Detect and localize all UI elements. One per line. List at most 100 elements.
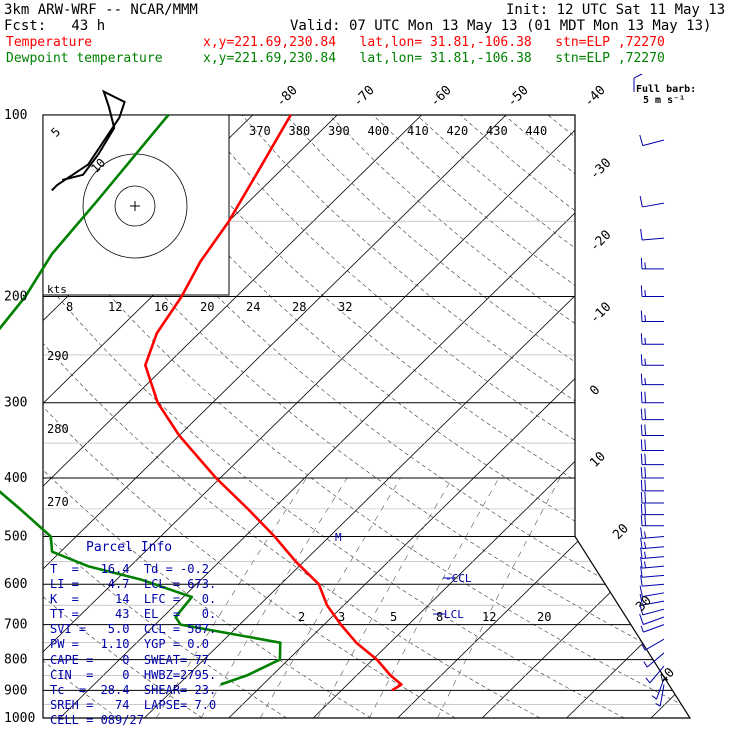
barb-staff — [642, 556, 665, 560]
temperature-line — [144, 114, 403, 692]
barb-staff — [642, 237, 665, 241]
model-title: 3km ARW-WRF -- NCAR/MMM — [4, 2, 198, 18]
barb-staff — [643, 624, 665, 633]
parcel-row-k: K = 14 LFC = 0. — [50, 592, 217, 606]
mixing-ratio-label: 12 — [482, 610, 496, 624]
barb-staff — [642, 592, 665, 598]
barb-feather — [640, 491, 643, 504]
isotherm-line — [43, 115, 591, 718]
parcel-row-li: LI = 4.7 LCL = 673. — [50, 577, 217, 591]
wind-barb — [640, 424, 664, 436]
barb-feather — [640, 514, 643, 526]
wind-barb — [641, 638, 665, 651]
isotherm-line — [43, 115, 422, 718]
barb-feather — [640, 257, 643, 269]
speed-tick-label: 16 — [154, 300, 168, 314]
dry-adiabat — [197, 115, 690, 718]
isotherm-label: 40 — [656, 665, 678, 687]
wind-barb — [640, 408, 664, 421]
parcel-row-cell: CELL = 089/27 — [50, 713, 144, 727]
barb-feather — [640, 391, 643, 403]
pressure-tick-label: 100 — [4, 108, 27, 123]
parcel-row-sreh: SREH = 74 LAPSE= 7.0 — [50, 698, 217, 712]
wind-barb — [639, 613, 665, 625]
barb-feather — [644, 289, 647, 297]
dry-adiabat — [591, 115, 690, 718]
barb-feather — [640, 424, 643, 436]
speed-tick-label: 12 — [108, 300, 122, 314]
wind-barb — [640, 467, 664, 479]
wind-barb — [640, 228, 665, 241]
dry-adiabat — [372, 115, 690, 718]
barb-feather — [640, 537, 643, 549]
pressure-tick-label: 900 — [4, 683, 27, 698]
wind-barb — [639, 195, 665, 208]
dry-adiabat — [285, 115, 690, 718]
marker-m: M — [335, 531, 342, 544]
parcel-row-cape: CAPE = 0 SWEAT= 77 — [50, 653, 209, 667]
hodograph-trace — [51, 89, 126, 192]
dewpoint-location: x,y=221.69,230.84 lat,lon= 31.81,-106.38… — [203, 51, 665, 66]
barb-feather — [640, 557, 643, 569]
barb-feather — [644, 424, 647, 436]
speed-tick-label: 32 — [338, 300, 352, 314]
wind-barb — [640, 439, 664, 451]
theta-label: 400 — [368, 124, 390, 138]
wind-barb — [640, 537, 665, 550]
wind-barb — [640, 527, 665, 539]
barb-feather — [640, 503, 643, 515]
barb-staff — [644, 638, 665, 651]
barb-staff — [659, 684, 665, 707]
barb-staff — [642, 608, 665, 616]
barb-feather — [640, 439, 643, 451]
parcel-info-box: Parcel Info T = 16.4 Td = -0.2 LI = 4.7 … — [44, 538, 233, 728]
isotherm-label: -50 — [505, 83, 532, 110]
wind-barb — [640, 575, 665, 587]
barb-staff — [646, 652, 665, 668]
dry-adiabat — [416, 115, 690, 718]
barb-staff — [642, 546, 665, 550]
isotherm-label: -10 — [587, 300, 614, 327]
wind-barb — [640, 285, 664, 298]
init-time: Init: 12 UTC Sat 11 May 13 — [506, 2, 726, 18]
isotherm-label: -30 — [587, 156, 614, 183]
wind-barb — [640, 354, 664, 366]
barb-feather — [655, 702, 661, 707]
dewpoint-line — [0, 114, 282, 686]
barb-feather — [639, 604, 644, 616]
pressure-tick-label: 600 — [4, 577, 27, 592]
pressure-tick-label: 300 — [4, 396, 27, 411]
barb-feather — [651, 695, 657, 700]
barb-staff — [642, 600, 665, 606]
marker-lcl: LCL — [444, 608, 464, 621]
isotherm-label: 0 — [587, 383, 603, 399]
barb-feather — [640, 285, 643, 297]
mixing-ratio-label: 5 — [390, 610, 397, 624]
barb-feather — [644, 453, 647, 465]
barb-feather — [644, 262, 647, 269]
isotherm-line — [481, 115, 690, 718]
barb-feather — [640, 467, 643, 479]
barb-staff — [656, 678, 665, 700]
mixing-ratio-line — [437, 477, 561, 718]
wind-barb — [640, 514, 664, 527]
barb-feather — [644, 514, 647, 526]
parcel-row-svi: SVI = 5.0 CCL = 587. — [50, 622, 217, 636]
legend-barb-feather — [633, 73, 643, 79]
wind-barb — [651, 678, 665, 700]
isotherm-line — [43, 115, 338, 718]
barb-staff — [642, 574, 665, 578]
wind-barb — [655, 684, 665, 707]
temperature-location: x,y=221.69,230.84 lat,lon= 31.81,-106.38… — [203, 35, 665, 50]
pressure-tick-label: 800 — [4, 653, 27, 668]
barb-staff — [642, 202, 665, 208]
valid-time: Valid: 07 UTC Mon 13 May 13 (01 MDT Mon … — [290, 18, 712, 34]
barb-staff — [642, 535, 665, 539]
plot-frame — [42, 114, 692, 719]
isotherm-label: -70 — [351, 83, 378, 110]
barb-staff — [642, 565, 665, 569]
isotherm-line — [59, 115, 676, 718]
mixing-ratio-label: 2 — [298, 610, 305, 624]
barb-feather — [644, 391, 647, 403]
barb-feather — [644, 561, 647, 568]
